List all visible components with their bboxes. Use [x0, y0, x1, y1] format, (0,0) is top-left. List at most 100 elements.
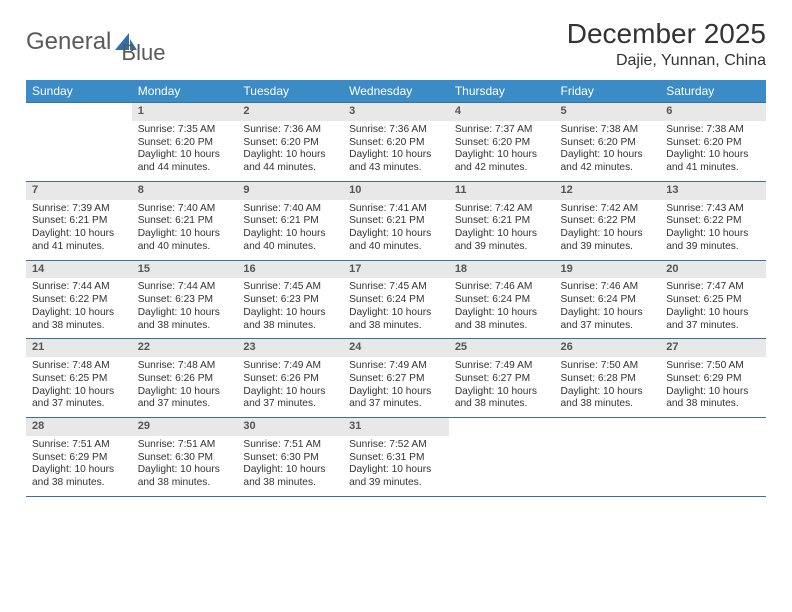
sunrise-line: Sunrise: 7:35 AM: [138, 124, 232, 137]
day-details: Sunrise: 7:36 AMSunset: 6:20 PMDaylight:…: [237, 121, 343, 181]
day-number: 25: [449, 339, 555, 357]
sunrise-line: Sunrise: 7:48 AM: [138, 360, 232, 373]
sunrise-line: Sunrise: 7:48 AM: [32, 360, 126, 373]
daylight-line: Daylight: 10 hours and 38 minutes.: [138, 307, 232, 333]
sunset-line: Sunset: 6:30 PM: [243, 452, 337, 465]
sunset-line: Sunset: 6:21 PM: [349, 215, 443, 228]
sunrise-line: Sunrise: 7:36 AM: [243, 124, 337, 137]
calendar-day-cell: 24Sunrise: 7:49 AMSunset: 6:27 PMDayligh…: [343, 339, 449, 418]
calendar-day-cell: 9Sunrise: 7:40 AMSunset: 6:21 PMDaylight…: [237, 181, 343, 260]
daylight-line: Daylight: 10 hours and 38 minutes.: [561, 386, 655, 412]
day-number: 7: [26, 182, 132, 200]
calendar-day-cell: 21Sunrise: 7:48 AMSunset: 6:25 PMDayligh…: [26, 339, 132, 418]
day-number: 4: [449, 103, 555, 121]
day-details: Sunrise: 7:40 AMSunset: 6:21 PMDaylight:…: [132, 200, 238, 260]
daylight-line: Daylight: 10 hours and 42 minutes.: [561, 149, 655, 175]
sunset-line: Sunset: 6:22 PM: [561, 215, 655, 228]
sunset-line: Sunset: 6:25 PM: [32, 373, 126, 386]
day-number: 21: [26, 339, 132, 357]
calendar-day-cell: 5Sunrise: 7:38 AMSunset: 6:20 PMDaylight…: [555, 103, 661, 182]
sunset-line: Sunset: 6:23 PM: [138, 294, 232, 307]
weekday-header: Thursday: [449, 80, 555, 103]
title-block: December 2025 Dajie, Yunnan, China: [567, 18, 766, 70]
sunrise-line: Sunrise: 7:45 AM: [243, 281, 337, 294]
calendar-table: SundayMondayTuesdayWednesdayThursdayFrid…: [26, 80, 766, 497]
sunrise-line: Sunrise: 7:39 AM: [32, 203, 126, 216]
sunrise-line: Sunrise: 7:40 AM: [138, 203, 232, 216]
sunset-line: Sunset: 6:20 PM: [455, 137, 549, 150]
day-number: 19: [555, 261, 661, 279]
sunrise-line: Sunrise: 7:49 AM: [349, 360, 443, 373]
calendar-week-row: 28Sunrise: 7:51 AMSunset: 6:29 PMDayligh…: [26, 418, 766, 497]
calendar-day-cell: 19Sunrise: 7:46 AMSunset: 6:24 PMDayligh…: [555, 260, 661, 339]
daylight-line: Daylight: 10 hours and 37 minutes.: [243, 386, 337, 412]
day-number: 31: [343, 418, 449, 436]
day-details: Sunrise: 7:51 AMSunset: 6:29 PMDaylight:…: [26, 436, 132, 496]
day-details: Sunrise: 7:50 AMSunset: 6:28 PMDaylight:…: [555, 357, 661, 417]
calendar-day-cell: 3Sunrise: 7:36 AMSunset: 6:20 PMDaylight…: [343, 103, 449, 182]
day-number: 30: [237, 418, 343, 436]
sunset-line: Sunset: 6:24 PM: [561, 294, 655, 307]
daylight-line: Daylight: 10 hours and 38 minutes.: [32, 464, 126, 490]
day-details: Sunrise: 7:48 AMSunset: 6:25 PMDaylight:…: [26, 357, 132, 417]
calendar-week-row: 14Sunrise: 7:44 AMSunset: 6:22 PMDayligh…: [26, 260, 766, 339]
sunrise-line: Sunrise: 7:40 AM: [243, 203, 337, 216]
calendar-day-cell: 26Sunrise: 7:50 AMSunset: 6:28 PMDayligh…: [555, 339, 661, 418]
day-details: Sunrise: 7:39 AMSunset: 6:21 PMDaylight:…: [26, 200, 132, 260]
daylight-line: Daylight: 10 hours and 44 minutes.: [243, 149, 337, 175]
day-details: Sunrise: 7:36 AMSunset: 6:20 PMDaylight:…: [343, 121, 449, 181]
weekday-header: Wednesday: [343, 80, 449, 103]
weekday-header: Friday: [555, 80, 661, 103]
calendar-week-row: 21Sunrise: 7:48 AMSunset: 6:25 PMDayligh…: [26, 339, 766, 418]
calendar-day-cell: 18Sunrise: 7:46 AMSunset: 6:24 PMDayligh…: [449, 260, 555, 339]
sunrise-line: Sunrise: 7:52 AM: [349, 439, 443, 452]
calendar-day-cell: 7Sunrise: 7:39 AMSunset: 6:21 PMDaylight…: [26, 181, 132, 260]
day-number: 20: [660, 261, 766, 279]
day-number: 28: [26, 418, 132, 436]
calendar-day-cell: 31Sunrise: 7:52 AMSunset: 6:31 PMDayligh…: [343, 418, 449, 497]
day-details: Sunrise: 7:48 AMSunset: 6:26 PMDaylight:…: [132, 357, 238, 417]
calendar-week-row: ..1 Sunrise: 7:35 AM Sunset: 6:20 PM Daylig…: [26, 103, 766, 182]
day-details: Sunrise: 7:49 AMSunset: 6:26 PMDaylight:…: [237, 357, 343, 417]
day-number: 17: [343, 261, 449, 279]
weekday-header: Saturday: [660, 80, 766, 103]
weekday-header-row: SundayMondayTuesdayWednesdayThursdayFrid…: [26, 80, 766, 103]
sunset-line: Sunset: 6:21 PM: [455, 215, 549, 228]
daylight-line: Daylight: 10 hours and 38 minutes.: [455, 386, 549, 412]
daylight-line: Daylight: 10 hours and 40 minutes.: [138, 228, 232, 254]
sunset-line: Sunset: 6:26 PM: [138, 373, 232, 386]
sunset-line: Sunset: 6:27 PM: [455, 373, 549, 386]
day-details: Sunrise: 7:37 AMSunset: 6:20 PMDaylight:…: [449, 121, 555, 181]
location-label: Dajie, Yunnan, China: [567, 52, 766, 70]
daylight-line: Daylight: 10 hours and 39 minutes.: [349, 464, 443, 490]
day-details: Sunrise: 7:40 AMSunset: 6:21 PMDaylight:…: [237, 200, 343, 260]
day-number: 12: [555, 182, 661, 200]
sunset-line: Sunset: 6:21 PM: [243, 215, 337, 228]
calendar-day-cell: ..: [26, 103, 132, 182]
day-details: Sunrise: 7:52 AMSunset: 6:31 PMDaylight:…: [343, 436, 449, 496]
sunrise-line: Sunrise: 7:43 AM: [666, 203, 760, 216]
day-details: Sunrise: 7:38 AMSunset: 6:20 PMDaylight:…: [660, 121, 766, 181]
calendar-day-cell: ..: [660, 418, 766, 497]
daylight-line: Daylight: 10 hours and 37 minutes.: [349, 386, 443, 412]
day-number: 29: [132, 418, 238, 436]
calendar-day-cell: 15Sunrise: 7:44 AMSunset: 6:23 PMDayligh…: [132, 260, 238, 339]
day-number: 1: [132, 103, 238, 121]
daylight-line: Daylight: 10 hours and 41 minutes.: [32, 228, 126, 254]
sunset-line: Sunset: 6:21 PM: [138, 215, 232, 228]
daylight-line: Daylight: 10 hours and 41 minutes.: [666, 149, 760, 175]
sunset-line: Sunset: 6:22 PM: [666, 215, 760, 228]
sunrise-line: Sunrise: 7:37 AM: [455, 124, 549, 137]
sunrise-line: Sunrise: 7:42 AM: [455, 203, 549, 216]
day-details: Sunrise: 7:50 AMSunset: 6:29 PMDaylight:…: [660, 357, 766, 417]
day-number: 18: [449, 261, 555, 279]
sunset-line: Sunset: 6:24 PM: [349, 294, 443, 307]
calendar-day-cell: ..: [449, 418, 555, 497]
calendar-day-cell: 22Sunrise: 7:48 AMSunset: 6:26 PMDayligh…: [132, 339, 238, 418]
calendar-day-cell: 6Sunrise: 7:38 AMSunset: 6:20 PMDaylight…: [660, 103, 766, 182]
sunrise-line: Sunrise: 7:51 AM: [138, 439, 232, 452]
logo-text-blue: Blue: [121, 40, 165, 66]
logo-text-general: General: [26, 28, 111, 56]
daylight-line: Daylight: 10 hours and 37 minutes.: [138, 386, 232, 412]
calendar-day-cell: 14Sunrise: 7:44 AMSunset: 6:22 PMDayligh…: [26, 260, 132, 339]
